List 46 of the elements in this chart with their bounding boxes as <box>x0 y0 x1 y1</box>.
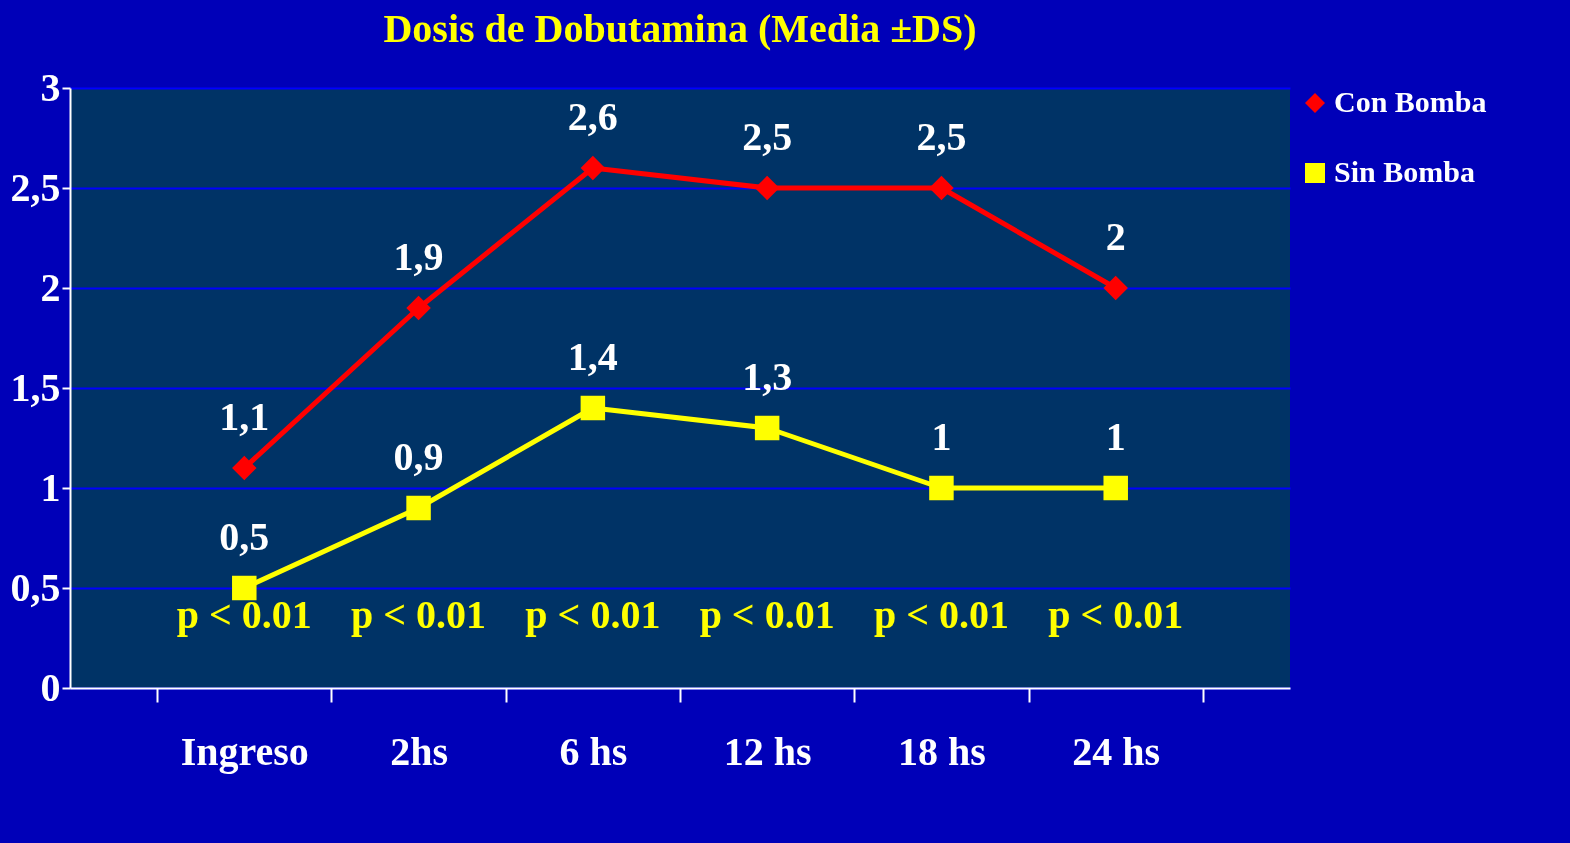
data-label: 1,4 <box>567 334 618 379</box>
data-label: 2 <box>1105 214 1126 259</box>
point <box>232 455 257 481</box>
data-label: 2,5 <box>916 114 967 159</box>
x-tick-label: 6 hs <box>559 728 628 774</box>
y-tick-label: 2 <box>40 264 61 310</box>
annotation: p < 0.01 <box>873 592 1009 637</box>
point <box>580 155 606 181</box>
x-tick-label: Ingreso <box>180 728 309 774</box>
y-tick-label: 0,5 <box>10 564 61 610</box>
point <box>754 415 780 441</box>
legend-label: Sin Bomba <box>1334 155 1475 188</box>
y-tick-label: 0 <box>40 664 61 710</box>
point <box>406 495 431 521</box>
point <box>580 395 606 421</box>
point <box>232 575 257 601</box>
y-tick-label: 1,5 <box>10 364 61 410</box>
data-label: 1,3 <box>742 354 793 399</box>
annotation: p < 0.01 <box>351 592 487 637</box>
annotation: p < 0.01 <box>525 592 661 637</box>
point <box>1103 475 1128 501</box>
annotation: p < 0.01 <box>176 592 312 637</box>
annotation: p < 0.01 <box>699 592 835 637</box>
x-tick-label: 2hs <box>390 728 448 774</box>
data-label: 0,9 <box>393 434 444 479</box>
x-tick-label: 18 hs <box>898 728 986 774</box>
point <box>929 175 954 201</box>
point <box>929 475 954 501</box>
point <box>1103 275 1128 301</box>
point <box>754 175 780 201</box>
x-tick-label: 24 hs <box>1072 728 1161 774</box>
legend-label: Con Bomba <box>1334 85 1487 118</box>
y-tick-label: 2,5 <box>10 164 61 210</box>
data-label: 0,5 <box>219 514 270 559</box>
data-label: 2,5 <box>742 114 793 159</box>
data-label: 1,9 <box>393 234 444 279</box>
data-label: 1 <box>931 414 952 459</box>
data-label: 1 <box>1105 414 1126 459</box>
y-tick-label: 3 <box>40 64 61 110</box>
data-label: 2,6 <box>567 94 618 139</box>
y-tick-label: 1 <box>40 464 61 510</box>
chart-title: Dosis de Dobutamina (Media ±DS) <box>383 6 977 51</box>
point <box>406 295 431 321</box>
annotation: p < 0.01 <box>1048 592 1184 637</box>
data-label: 1,1 <box>219 394 270 439</box>
x-tick-label: 12 hs <box>723 728 812 774</box>
